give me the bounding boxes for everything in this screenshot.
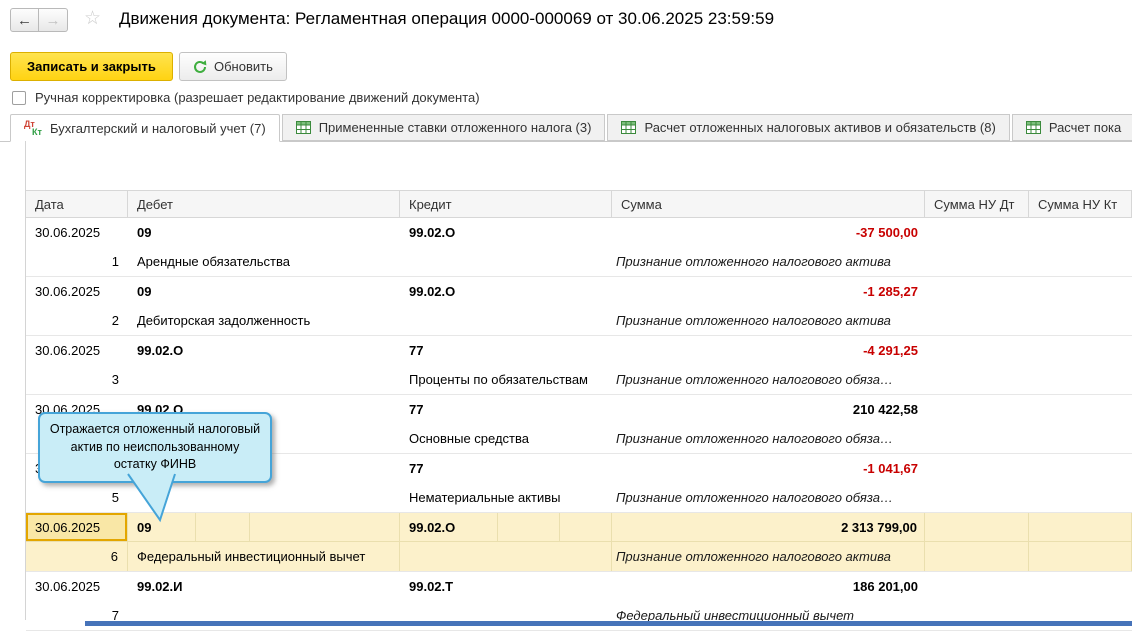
cell-debit-subconto[interactable]: Федеральный инвестиционный вычет [128, 542, 400, 571]
tab-accounting-tax[interactable]: Дт Кт Бухгалтерский и налоговый учет (7) [10, 114, 280, 142]
cell-row-number[interactable]: 2 [111, 313, 119, 328]
table-row-selected[interactable]: 30.06.2025 09 99.02.О 2 313 799,00 6 Фед… [26, 513, 1132, 572]
movements-table: Дата Дебет Кредит Сумма Сумма НУ Дт Сумм… [26, 190, 1132, 631]
cell-description[interactable]: Признание отложенного налогового обяза… [616, 372, 893, 387]
back-arrow-icon: ← [17, 11, 32, 29]
table-icon [621, 121, 637, 134]
cell-row-number[interactable]: 3 [111, 372, 119, 387]
cell-empty[interactable] [925, 542, 1029, 571]
cell-amount-nu-kt[interactable] [1029, 513, 1132, 542]
cell-credit-subconto[interactable]: Нематериальные активы [409, 490, 561, 505]
table-icon [295, 121, 311, 134]
cell-amount[interactable]: -37 500,00 [855, 225, 918, 240]
cell-amount[interactable]: 186 201,00 [852, 579, 918, 594]
column-header-debit[interactable]: Дебет [128, 191, 400, 217]
table-row[interactable]: 30.06.2025 99.02.О 77 -4 291,25 3 Процен… [26, 336, 1132, 395]
cell-credit-account[interactable]: 77 [409, 343, 424, 358]
column-header-credit[interactable]: Кредит [400, 191, 612, 217]
cell-empty[interactable] [498, 513, 560, 542]
manual-correction-checkbox[interactable] [12, 90, 26, 105]
forward-button[interactable]: → [39, 8, 68, 32]
forward-arrow-icon: → [45, 11, 61, 29]
cell-debit-account[interactable]: 99.02.О [137, 343, 184, 358]
panel-left-border [25, 141, 26, 620]
cell-credit-account[interactable]: 77 [409, 461, 424, 476]
tooltip-tail [127, 473, 176, 523]
window-title: Движения документа: Регламентная операци… [119, 9, 775, 28]
tab-bar: Дт Кт Бухгалтерский и налоговый учет (7) … [0, 114, 1132, 142]
cell-empty[interactable] [196, 513, 250, 542]
cell-debit-subconto[interactable]: Дебиторская задолженность [137, 313, 311, 328]
tooltip-text-line: остатку ФИНВ [113, 457, 197, 471]
refresh-button[interactable]: Обновить [179, 52, 287, 81]
tab-label: Расчет отложенных налоговых активов и об… [644, 120, 996, 135]
cell-credit-subconto[interactable] [400, 542, 612, 571]
column-header-amount[interactable]: Сумма [612, 191, 925, 217]
cell-amount[interactable]: 2 313 799,00 [612, 513, 925, 542]
cell-amount[interactable]: -1 285,27 [863, 284, 918, 299]
cell-amount[interactable]: -4 291,25 [863, 343, 918, 358]
cell-empty[interactable] [1029, 542, 1132, 571]
cell-debit-account[interactable]: 09 [137, 284, 152, 299]
tab-indicators-calc[interactable]: Расчет пока [1011, 114, 1132, 141]
cell-credit-account[interactable]: 99.02.О [409, 225, 456, 240]
cell-debit-account[interactable]: 09 [137, 225, 152, 240]
cell-date-selected[interactable]: 30.06.2025 [26, 513, 128, 542]
table-row[interactable]: 30.06.2025 09 99.02.О -37 500,00 1 Аренд… [26, 218, 1132, 277]
cell-amount[interactable]: -1 041,67 [863, 461, 918, 476]
cell-debit-subconto[interactable]: Арендные обязательства [137, 254, 291, 269]
cell-date[interactable]: 30.06.2025 [35, 225, 101, 240]
manual-correction-label[interactable]: Ручная корректировка (разрешает редактир… [35, 90, 480, 105]
cell-date[interactable]: 30.06.2025 [35, 579, 101, 594]
refresh-icon [194, 59, 207, 73]
tab-label: Расчет пока [1048, 120, 1122, 135]
cell-credit-account[interactable]: 99.02.О [409, 284, 456, 299]
cell-debit-account[interactable]: 99.02.И [137, 579, 183, 594]
cell-amount[interactable]: 210 422,58 [852, 402, 918, 417]
cell-description[interactable]: Признание отложенного налогового актива [616, 254, 891, 269]
cell-row-number[interactable]: 1 [111, 254, 119, 269]
cell-credit-account[interactable]: 99.02.О [400, 513, 498, 542]
cell-empty[interactable] [250, 513, 400, 542]
tab-deferred-tax-assets[interactable]: Расчет отложенных налоговых активов и об… [607, 114, 1010, 141]
tab-label: Примененные ставки отложенного налога (3… [318, 120, 592, 135]
cell-description[interactable]: Признание отложенного налогового актива [612, 542, 925, 571]
column-header-date[interactable]: Дата [26, 191, 128, 217]
favorite-star-icon[interactable]: ☆ [84, 8, 102, 29]
cell-credit-account[interactable]: 77 [409, 402, 424, 417]
column-header-amount-nu-dt[interactable]: Сумма НУ Дт [925, 191, 1029, 217]
cell-row-number[interactable]: 6 [26, 542, 128, 571]
tooltip-text-line: актив по неиспользованному [70, 439, 240, 454]
cell-amount-nu-dt[interactable] [925, 513, 1029, 542]
cell-credit-account[interactable]: 99.02.Т [409, 579, 454, 594]
tab-deferred-tax-rates[interactable]: Примененные ставки отложенного налога (3… [281, 114, 606, 141]
cell-row-number[interactable]: 5 [111, 490, 119, 505]
cell-description[interactable]: Федеральный инвестиционный вычет [616, 608, 855, 623]
table-row[interactable]: 30.06.2025 09 99.02.О -1 285,27 2 Дебито… [26, 277, 1132, 336]
cell-credit-subconto[interactable]: Основные средства [409, 431, 529, 446]
tooltip-text-line: Отражается отложенный налоговый [49, 422, 261, 436]
save-and-close-button[interactable]: Записать и закрыть [10, 52, 173, 81]
refresh-label: Обновить [214, 59, 273, 74]
tooltip-callout: Отражается отложенный налоговый актив по… [38, 412, 272, 483]
cell-description[interactable]: Признание отложенного налогового обяза… [616, 490, 893, 505]
footer-bar [85, 621, 1132, 626]
cell-date[interactable]: 30.06.2025 [35, 284, 101, 299]
table-icon [1025, 121, 1041, 134]
history-nav: ← → [10, 8, 68, 32]
dtkt-icon: Дт Кт [24, 119, 42, 137]
tab-label: Бухгалтерский и налоговый учет (7) [50, 120, 266, 136]
cell-row-number[interactable]: 7 [111, 608, 119, 623]
manual-correction-row: Ручная корректировка (разрешает редактир… [12, 90, 480, 105]
cell-date[interactable]: 30.06.2025 [35, 343, 101, 358]
cell-description[interactable]: Признание отложенного налогового обяза… [616, 431, 893, 446]
cell-empty[interactable] [560, 513, 612, 542]
column-header-amount-nu-kt[interactable]: Сумма НУ Кт [1029, 191, 1132, 217]
cell-description[interactable]: Признание отложенного налогового актива [616, 313, 891, 328]
table-header-row: Дата Дебет Кредит Сумма Сумма НУ Дт Сумм… [26, 190, 1132, 218]
cell-credit-subconto[interactable]: Проценты по обязательствам [409, 372, 588, 387]
back-button[interactable]: ← [10, 8, 39, 32]
cell-debit-account[interactable]: 09 [128, 513, 196, 542]
